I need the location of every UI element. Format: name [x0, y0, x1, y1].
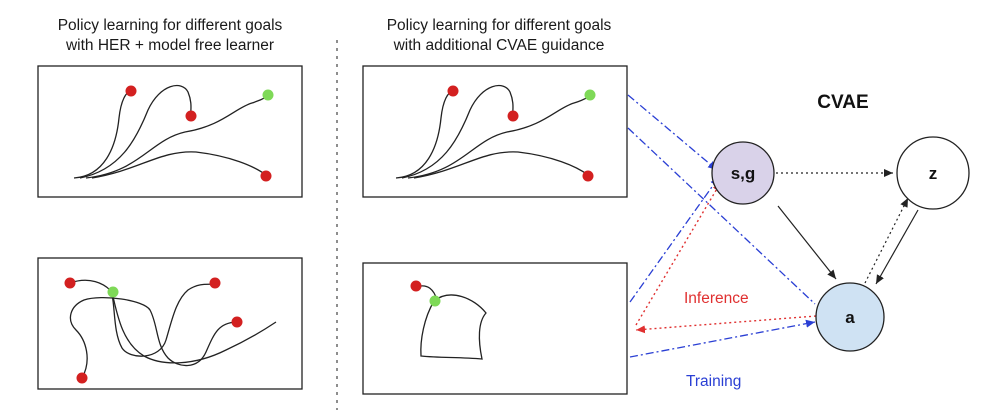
node-sg: s,g	[711, 141, 775, 205]
inference-label: Inference	[684, 290, 749, 307]
red-point	[410, 280, 422, 292]
inference-arrows	[635, 181, 817, 334]
red-point	[64, 277, 76, 289]
middle-bottom-panel	[362, 262, 628, 395]
red-point	[231, 316, 243, 328]
red-point	[447, 85, 459, 97]
middle-caption-line2: with additional CVAE guidance	[393, 37, 605, 54]
green-goal	[262, 89, 274, 101]
left-caption-line1: Policy learning for different goals	[58, 17, 283, 34]
left-top-panel	[37, 65, 303, 198]
red-point	[209, 277, 221, 289]
red-point	[185, 110, 197, 122]
node-a-label: a	[845, 308, 855, 327]
cvae-title: CVAE	[817, 92, 868, 113]
training-label: Training	[686, 373, 741, 390]
red-point	[507, 110, 519, 122]
node-z: z	[896, 136, 970, 210]
middle-caption-line1: Policy learning for different goals	[387, 17, 612, 34]
green-goal	[107, 286, 119, 298]
node-z-label: z	[929, 164, 938, 183]
left-caption-line2: with HER + model free learner	[65, 37, 274, 54]
red-point	[76, 372, 88, 384]
cvae-edges	[771, 169, 919, 285]
red-point	[125, 85, 137, 97]
middle-top-panel	[362, 65, 628, 198]
green-goal	[429, 295, 441, 307]
red-point	[582, 170, 594, 182]
training-arrows	[627, 94, 816, 358]
red-point	[260, 170, 272, 182]
green-goal	[584, 89, 596, 101]
node-a: a	[815, 282, 885, 352]
node-sg-label: s,g	[731, 164, 756, 183]
left-bottom-panel	[37, 257, 303, 390]
